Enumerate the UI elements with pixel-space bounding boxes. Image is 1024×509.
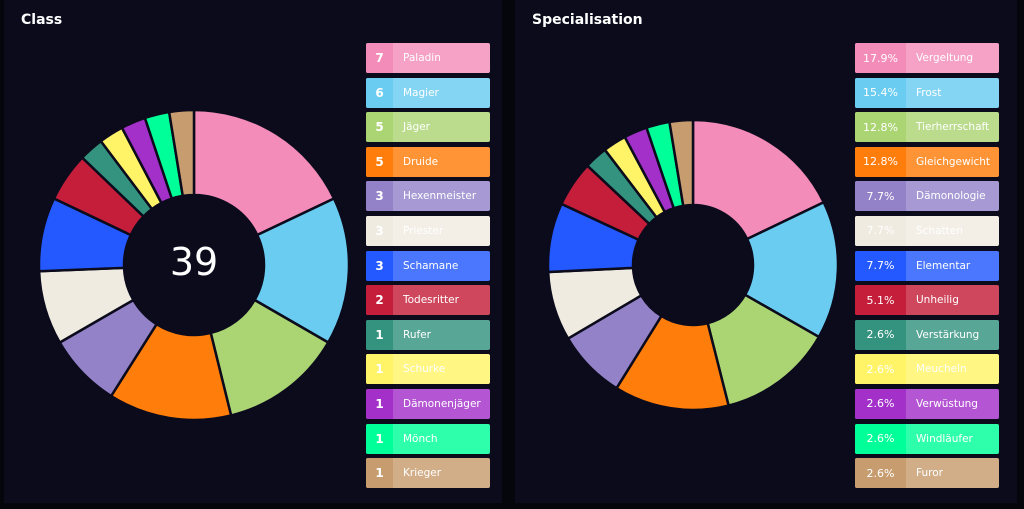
legend-label: Todesritter: [403, 294, 459, 307]
legend-label: Verstärkung: [916, 328, 980, 341]
legend-value: 5: [366, 146, 393, 177]
legend-label: Hexenmeister: [403, 190, 477, 203]
legend-label: Windläufer: [916, 432, 973, 445]
legend-label: Paladin: [403, 52, 441, 64]
legend-label: Jäger: [403, 121, 430, 134]
legend-label: Druide: [403, 155, 439, 168]
panel-title: Specialisation: [532, 12, 643, 28]
legend-value: 1: [366, 458, 393, 489]
specialisation-donut-chart: [546, 118, 840, 412]
legend-label: Dämonologie: [916, 190, 986, 203]
legend-item[interactable]: 5.1% Unheilig: [855, 285, 999, 316]
donut-slice-vergeltung[interactable]: [691, 118, 826, 241]
legend-value: 7: [366, 43, 393, 73]
legend-label: Gleichgewicht: [916, 155, 991, 168]
donut-slice-krieger[interactable]: [167, 108, 196, 198]
legend-label: Elementar: [916, 259, 971, 272]
legend-item[interactable]: 7 Paladin: [366, 43, 490, 73]
panel-title: Class: [21, 12, 63, 28]
legend-value: 2.6%: [855, 458, 906, 489]
legend-value: 2.6%: [855, 319, 906, 350]
center-total: 39: [169, 240, 219, 284]
legend-label: Unheilig: [916, 294, 959, 307]
legend-value: 5: [366, 112, 393, 143]
legend-value: 1: [366, 423, 393, 454]
donut-slice-furor[interactable]: [668, 118, 695, 208]
legend-item[interactable]: 5 Jäger: [366, 112, 490, 143]
legend-item[interactable]: 7.7% Schatten: [855, 215, 999, 246]
donut-slice-paladin[interactable]: [192, 108, 336, 237]
class-legend: 7 Paladin 6 Magier 5 Jäger 5 Druide 3 Hexenmeiste…: [366, 43, 490, 493]
legend-label: Dämonenjäger: [403, 397, 481, 410]
legend-value: 12.8%: [855, 146, 906, 177]
legend-value: 1: [366, 354, 393, 385]
donut-slice-magier[interactable]: [252, 196, 351, 345]
legend-item[interactable]: 12.8% Tierherrschaft: [855, 112, 999, 143]
legend-item[interactable]: 6 Magier: [366, 77, 490, 108]
class-donut-chart: [37, 108, 351, 422]
specialisation-panel: Specialisation 17.9% Vergeltung 15.4% Frost…: [515, 0, 1017, 503]
legend-item[interactable]: 17.9% Vergeltung: [855, 43, 999, 73]
legend-label: Schatten: [916, 224, 963, 237]
legend-item[interactable]: 3 Schamane: [366, 250, 490, 281]
legend-value: 12.8%: [855, 112, 906, 143]
legend-value: 3: [366, 181, 393, 212]
legend-item[interactable]: 3 Priester: [366, 215, 490, 246]
legend-label: Rufer: [403, 328, 431, 341]
legend-value: 3: [366, 250, 393, 281]
legend-label: Krieger: [403, 467, 442, 480]
legend-label: Mönch: [403, 432, 438, 445]
legend-item[interactable]: 2.6% Windläufer: [855, 423, 999, 454]
specialisation-legend: 17.9% Vergeltung 15.4% Frost 12.8% Tierherrsc…: [855, 43, 999, 493]
legend-value: 7.7%: [855, 250, 906, 281]
legend-item[interactable]: 3 Hexenmeister: [366, 181, 490, 212]
legend-label: Furor: [916, 467, 943, 480]
legend-value: 2.6%: [855, 388, 906, 419]
legend-value: 2.6%: [855, 354, 906, 385]
legend-value: 1: [366, 319, 393, 350]
legend-item[interactable]: 15.4% Frost: [855, 77, 999, 108]
legend-label: Schamane: [403, 259, 459, 272]
legend-item[interactable]: 5 Druide: [366, 146, 490, 177]
legend-value: 2: [366, 285, 393, 316]
legend-item[interactable]: 12.8% Gleichgewicht: [855, 146, 999, 177]
legend-item[interactable]: 1 Mönch: [366, 423, 490, 454]
legend-item[interactable]: 1 Krieger: [366, 458, 490, 489]
legend-item[interactable]: 1 Dämonenjäger: [366, 388, 490, 419]
legend-item[interactable]: 2 Todesritter: [366, 285, 490, 316]
legend-value: 7.7%: [855, 181, 906, 212]
donut-slice-frost[interactable]: [743, 200, 840, 339]
legend-value: 15.4%: [855, 77, 906, 108]
legend-label: Meucheln: [916, 363, 967, 376]
legend-label: Priester: [403, 224, 444, 237]
legend-item[interactable]: 2.6% Verstärkung: [855, 319, 999, 350]
legend-label: Verwüstung: [916, 397, 978, 410]
legend-value: 3: [366, 215, 393, 246]
legend-label: Tierherrschaft: [916, 121, 990, 134]
legend-value: 1: [366, 388, 393, 419]
legend-item[interactable]: 2.6% Meucheln: [855, 354, 999, 385]
legend-value: 7.7%: [855, 215, 906, 246]
legend-label: Vergeltung: [916, 52, 974, 64]
legend-value: 2.6%: [855, 423, 906, 454]
legend-label: Frost: [916, 86, 942, 99]
legend-value: 17.9%: [855, 43, 906, 73]
legend-item[interactable]: 2.6% Verwüstung: [855, 388, 999, 419]
legend-item[interactable]: 1 Schurke: [366, 354, 490, 385]
legend-value: 5.1%: [855, 285, 906, 316]
legend-label: Schurke: [403, 363, 446, 376]
legend-value: 6: [366, 77, 393, 108]
legend-item[interactable]: 7.7% Elementar: [855, 250, 999, 281]
legend-item[interactable]: 1 Rufer: [366, 319, 490, 350]
class-panel: Class 39 7 Paladin 6 Magier 5 Jäger 5 Druide 3 He…: [4, 0, 502, 503]
legend-label: Magier: [403, 86, 439, 99]
legend-item[interactable]: 2.6% Furor: [855, 458, 999, 489]
legend-item[interactable]: 7.7% Dämonologie: [855, 181, 999, 212]
